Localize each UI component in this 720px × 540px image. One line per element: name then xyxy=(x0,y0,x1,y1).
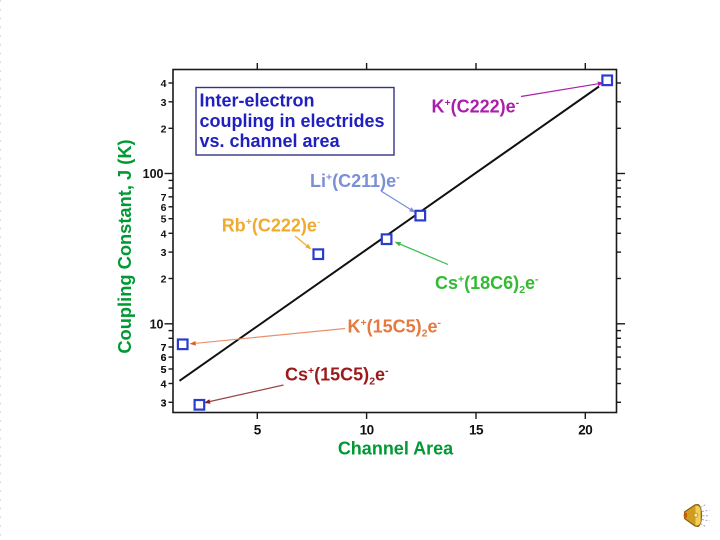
svg-text:3: 3 xyxy=(161,397,167,409)
svg-text:4: 4 xyxy=(161,379,167,391)
svg-text:5: 5 xyxy=(161,364,167,376)
svg-text:6: 6 xyxy=(161,352,167,364)
svg-text:3: 3 xyxy=(161,247,167,259)
svg-text:10: 10 xyxy=(150,317,164,331)
svg-text:K+(C222)e-: K+(C222)e- xyxy=(432,97,520,117)
svg-text:3: 3 xyxy=(161,97,167,109)
svg-text:7: 7 xyxy=(161,342,167,354)
svg-text:coupling in electrides: coupling in electrides xyxy=(200,111,385,131)
svg-text:15: 15 xyxy=(469,423,484,438)
svg-text:4: 4 xyxy=(161,228,167,240)
svg-text:5: 5 xyxy=(161,214,167,226)
svg-text:3: 3 xyxy=(161,397,167,409)
svg-text:7: 7 xyxy=(161,192,167,204)
svg-text:5: 5 xyxy=(161,364,167,376)
svg-text:4: 4 xyxy=(161,78,167,90)
svg-text:6: 6 xyxy=(161,352,167,364)
svg-text:100: 100 xyxy=(143,167,164,181)
svg-text:Rb+(C222)e-: Rb+(C222)e- xyxy=(222,216,321,236)
svg-text:20: 20 xyxy=(578,423,592,438)
svg-text:2: 2 xyxy=(161,274,167,286)
svg-text:vs. channel area: vs. channel area xyxy=(200,131,341,151)
svg-text:Coupling Constant, J (K): Coupling Constant, J (K) xyxy=(114,139,135,353)
svg-text:5: 5 xyxy=(254,423,262,438)
svg-text:Li+(C211)e-: Li+(C211)e- xyxy=(310,171,400,191)
svg-text:6: 6 xyxy=(161,202,167,214)
svg-text:Channel Area: Channel Area xyxy=(338,439,454,459)
svg-text:Inter-electron: Inter-electron xyxy=(200,91,315,111)
svg-text:4: 4 xyxy=(161,379,167,391)
svg-text:2: 2 xyxy=(161,123,167,135)
svg-text:10: 10 xyxy=(360,423,374,438)
svg-text:K+(15C5)2e-: K+(15C5)2e- xyxy=(348,317,442,340)
svg-text:7: 7 xyxy=(161,342,167,354)
